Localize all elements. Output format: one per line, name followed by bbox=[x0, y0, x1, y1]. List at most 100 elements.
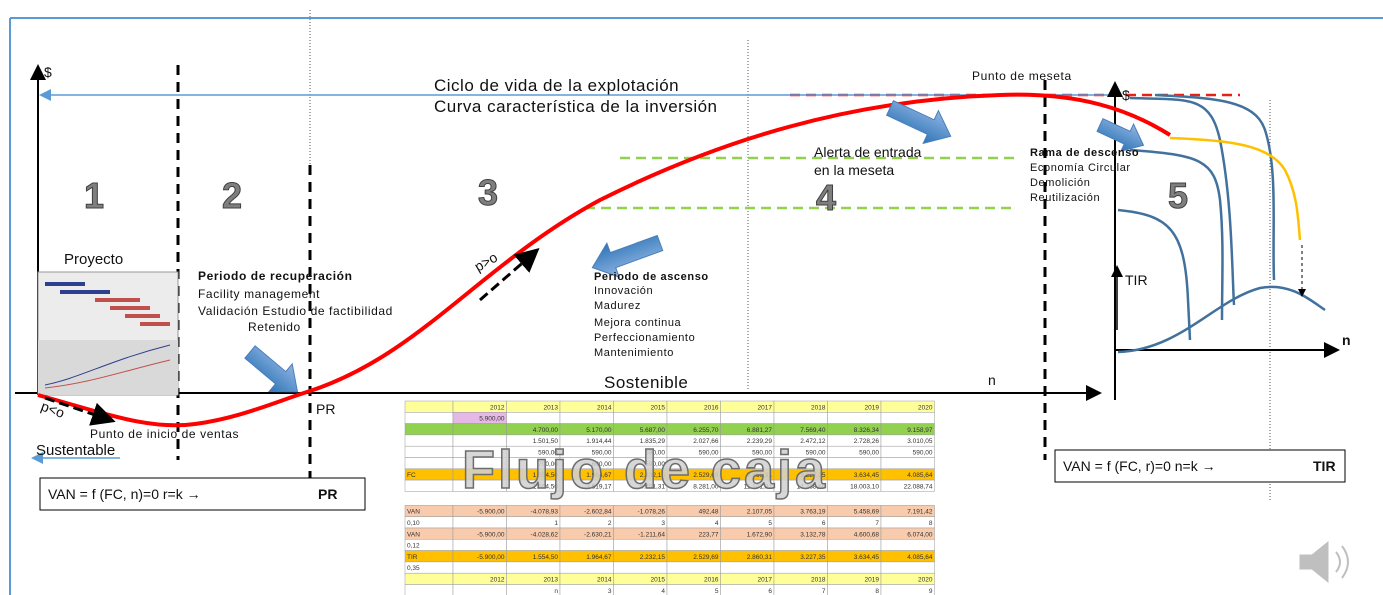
cash-flow-table: 2012 2013 2014 2015 2016 2017 2018 2019 2020 5.90… bbox=[404, 400, 935, 595]
table-cell-text: 5.900,00 bbox=[479, 416, 505, 423]
table-cell-text: 3.634,45 bbox=[854, 472, 880, 479]
table-cell-text: VAN bbox=[407, 531, 420, 538]
table-cell bbox=[404, 584, 454, 595]
table-cell-text: 8 bbox=[929, 520, 933, 527]
table-cell-text: 7.191,42 bbox=[907, 509, 933, 516]
table-cell-text: -5.900,00 bbox=[477, 531, 505, 538]
header-line: Curva característica de la inversión bbox=[434, 97, 718, 116]
table-cell-text: 1.501,50 bbox=[533, 438, 559, 445]
table-cell-text: 0,12 bbox=[407, 543, 420, 550]
table-cell bbox=[506, 516, 561, 529]
table-cell-text: 3 bbox=[608, 588, 612, 595]
phase-item: Innovación bbox=[594, 285, 653, 297]
pr-label: PR bbox=[316, 401, 335, 417]
table-cell bbox=[613, 539, 668, 551]
y-axis-label: $ bbox=[44, 64, 52, 80]
table-cell-text: 2018 bbox=[811, 404, 826, 411]
formula: VAN = f (FC, n)=0 r=k → bbox=[48, 486, 201, 502]
table-cell-text: 11.141,31 bbox=[744, 483, 773, 490]
table-cell-text: 2.529,69 bbox=[693, 472, 719, 479]
table-title: Flujo de caja bbox=[462, 440, 828, 500]
table-cell bbox=[559, 516, 614, 529]
frame bbox=[9, 17, 1383, 595]
table-cell-text: 6.074,00 bbox=[907, 531, 933, 538]
table-cell bbox=[506, 412, 561, 424]
table-cell bbox=[720, 539, 775, 551]
table-cell-text: 2019 bbox=[865, 577, 880, 584]
phase-item: Mantenimiento bbox=[594, 347, 674, 359]
table-cell bbox=[404, 423, 454, 436]
header-line: Ciclo de vida de la explotación bbox=[434, 76, 679, 95]
phase-item: Retenido bbox=[248, 320, 301, 334]
table-cell-text: 4 bbox=[715, 520, 719, 527]
table-cell-text: 590,00 bbox=[806, 450, 826, 457]
table-cell-text: 22.088,74 bbox=[904, 483, 933, 490]
block-arrows bbox=[244, 100, 1145, 393]
phase-item: Madurez bbox=[594, 300, 641, 312]
table-cell-text: 2019 bbox=[865, 404, 880, 411]
phase-item: Reutilización bbox=[1030, 192, 1100, 204]
table-cell-text: 2013 bbox=[544, 404, 559, 411]
table-cell-text: 1.554,50 bbox=[533, 472, 559, 479]
table-cell-text: 9.158,97 bbox=[907, 427, 933, 434]
table-cell bbox=[827, 412, 882, 424]
table-cell-text: 7.569,40 bbox=[800, 427, 826, 434]
phase-number: 4 bbox=[816, 177, 836, 218]
table-cell-text: 1.835,29 bbox=[640, 438, 666, 445]
table-cell-text: 2.239,29 bbox=[747, 438, 773, 445]
table-cell-text: 1 bbox=[554, 520, 558, 527]
table-cell-text: 2015 bbox=[651, 577, 666, 584]
table-cell-text: 3.010,05 bbox=[907, 438, 933, 445]
table-cell bbox=[452, 516, 507, 529]
table-cell-text: 2.529,69 bbox=[693, 554, 719, 561]
table-cell-text: 3.227,35 bbox=[800, 472, 826, 479]
table-cell-text: 1.914,44 bbox=[586, 438, 612, 445]
table-cell bbox=[827, 539, 882, 551]
table-cell-text: VAN bbox=[407, 509, 420, 516]
table-cell-text: 2018 bbox=[811, 577, 826, 584]
table-cell-text: 8 bbox=[875, 588, 879, 595]
phase-title: Periodo de recuperación bbox=[198, 269, 353, 283]
table-cell-text: 2016 bbox=[704, 577, 719, 584]
table-cell-text: 2.107,05 bbox=[747, 509, 773, 516]
slope-label: p<o bbox=[39, 398, 67, 421]
table-cell bbox=[404, 400, 454, 413]
table-cell-text: 2.232,15 bbox=[640, 554, 666, 561]
table-cell bbox=[827, 561, 882, 574]
table-cell bbox=[613, 561, 668, 574]
table-cell-text: 1.964,67 bbox=[586, 472, 612, 479]
table-cell-text: 2.232,15 bbox=[640, 472, 666, 479]
table-cell bbox=[613, 412, 668, 424]
table-cell-text: -4.028,62 bbox=[531, 531, 559, 538]
table-cell-text: 0,10 bbox=[407, 520, 420, 527]
sustainable-label: Sustentable bbox=[36, 442, 115, 459]
phase-item: Demolición bbox=[1030, 177, 1090, 189]
table-cell-text: FC bbox=[407, 472, 416, 479]
table-cell-text: -1.078,26 bbox=[638, 509, 666, 516]
formula-box bbox=[39, 477, 366, 511]
table-cell-text: 2014 bbox=[597, 577, 612, 584]
phase-item: Validación Estudio de factibilidad bbox=[198, 304, 393, 318]
table-cell-text: 590,00 bbox=[699, 450, 719, 457]
table-cell bbox=[452, 584, 507, 595]
table-cell bbox=[773, 561, 828, 574]
table-cell bbox=[666, 516, 721, 529]
table-cell-text: 600,00 bbox=[592, 461, 612, 468]
table-cell-text: 6.881,27 bbox=[747, 427, 773, 434]
table-cell bbox=[404, 479, 454, 492]
table-cell-text: 1.554,50 bbox=[533, 483, 559, 490]
table-cell-text: 8.281,00 bbox=[693, 483, 719, 490]
table-cell-text: 223,77 bbox=[699, 531, 719, 538]
table-cell-text: 3.634,45 bbox=[854, 554, 880, 561]
table-cell-text: 2013 bbox=[544, 577, 559, 584]
phase-item: Facility management bbox=[198, 287, 320, 301]
table-cell-text: 5.458,69 bbox=[854, 509, 880, 516]
table-cell bbox=[404, 434, 454, 447]
table-cell-text: -1.211,64 bbox=[638, 531, 665, 538]
table-cell-text: 7 bbox=[822, 588, 826, 595]
table-cell-text: -4.078,93 bbox=[531, 509, 559, 516]
sales-start-label: Punto de inicio de ventas bbox=[90, 427, 239, 441]
investment-curve bbox=[37, 92, 1172, 428]
table-cell-text: 2 bbox=[608, 520, 612, 527]
